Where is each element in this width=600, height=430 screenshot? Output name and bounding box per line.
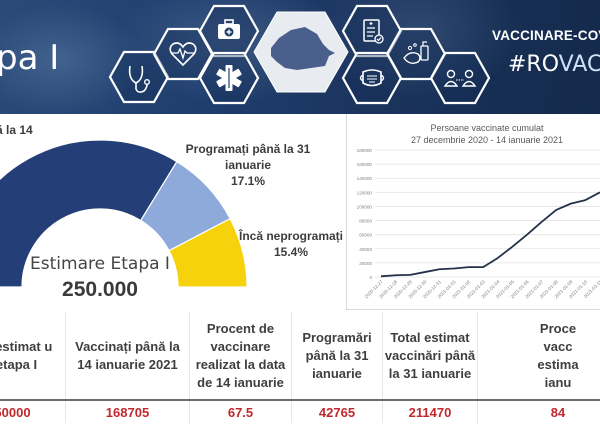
y-tick-label: 60000 [359,233,372,238]
social-distancing-icon [429,51,491,105]
stethoscope-icon [108,50,170,104]
y-tick-label: 80000 [359,219,372,224]
gauge-center-title: Estimare Etapa I [30,254,170,274]
gauge-label-line: Programați până la 31 [185,142,311,156]
face-mask-icon [341,51,403,105]
cell-value: 211470 [408,404,452,420]
hashtag-accent: VACC [558,52,600,77]
cell-value: 42765 [318,404,356,420]
chart-subtitle-text: 27 decembrie 2020 - 14 ianuarie 2021 [410,135,564,145]
table-header-vaccinated: Vaccinați până la 14 ianuarie 2021 [66,312,190,399]
y-tick-label: 20000 [359,261,372,266]
hashtag-prefix: #RO [508,52,559,77]
table-cell: 211470 [383,401,478,423]
gauge-segment [168,217,248,288]
y-tick-label: 0 [369,275,372,280]
banner-icon-cluster [108,4,491,105]
gauge-segment [0,139,178,288]
gauge-chart: ână la 14 rie % Programați până la 31 ia… [0,114,343,304]
star-of-life-icon [198,51,260,105]
table-divider [0,399,600,401]
gauge-label-scheduled: Programați până la 31 ianuarie 17.1% [168,141,328,189]
heartbeat-icon [152,27,214,81]
first-aid-kit-icon [198,4,260,58]
gauge-center-value: 250.000 [62,278,138,301]
chart-title-text: Persoane vaccinate cumulat [430,123,544,133]
table-cell: 168705 [66,401,190,423]
header-text: Vaccinați până la 14 ianuarie 2021 [75,338,180,372]
banner-headline: VACCINARE-COV [492,28,600,43]
line-plot-area: 0 20000 40000 60000 80000 100000 120000 140000 1… [357,148,600,299]
cell-value: 50000 [0,404,31,420]
header-text: Proce vacc estima ianu [537,320,579,390]
gauge-label-line: 17.1% [230,174,266,188]
gauge-label-line: ianuarie [224,158,272,172]
gauge-label-unscheduled: Încă neprogramați 15.4% [236,228,346,260]
data-line [380,191,600,278]
table-header-percent-estimated: Proce vacc estima ianu [478,312,600,399]
header-text: Total estimat vaccinări până la 31 ianua… [384,329,476,381]
y-tick-label: 180000 [357,148,373,153]
stats-table: al estimat u etapa I Vaccinați până la 1… [0,312,600,430]
table-header-percent-done: Procent de vaccinare realizat la data de… [190,312,292,399]
header-banner: pa I [0,0,600,114]
y-tick-label: 100000 [357,204,373,209]
chart-title: Persoane vaccinate cumulat 27 decembrie … [347,122,600,146]
cell-value: 84 [550,404,566,420]
gauge-arcs [0,139,248,288]
table-cell: 67.5 [190,401,292,423]
header-text: Procent de vaccinare realizat la data de… [195,320,286,390]
y-tick-label: 40000 [359,247,372,252]
table-cell: 50000 [0,401,66,423]
y-tick-label: 120000 [357,190,373,195]
cell-value: 67.5 [227,404,254,420]
gauge-label-vaccinated: ână la 14 rie % [0,122,92,170]
gauge-label-line: 15.4% [273,245,309,259]
y-tick-label: 140000 [357,176,373,181]
gauge-label-line: % [0,154,92,170]
banner-hashtag: #ROVACC [508,52,600,77]
banner-title: pa I [0,38,60,78]
table-header-appointments: Programări până la 31 ianuarie [292,312,383,399]
romania-map-icon [253,11,349,93]
y-tick-label: 160000 [357,162,373,167]
gauge-label-line: ână la 14 [0,123,33,137]
table-cell: 84 [478,401,600,423]
gauge-label-line: rie [0,138,92,154]
hand-washing-icon [385,27,447,81]
table-cell: 42765 [292,401,383,423]
table-header-total-estimated: al estimat u etapa I [0,312,66,399]
header-text: Programări până la 31 ianuarie [302,329,372,381]
line-chart: Persoane vaccinate cumulat 27 decembrie … [346,114,600,310]
gauge-label-line: Încă neprogramați [238,229,344,243]
medical-checklist-icon [341,4,403,58]
cell-value: 168705 [105,404,150,420]
header-text: al estimat u etapa I [0,338,53,372]
table-header-total-estimated-vaccinations: Total estimat vaccinări până la 31 ianua… [383,312,478,399]
